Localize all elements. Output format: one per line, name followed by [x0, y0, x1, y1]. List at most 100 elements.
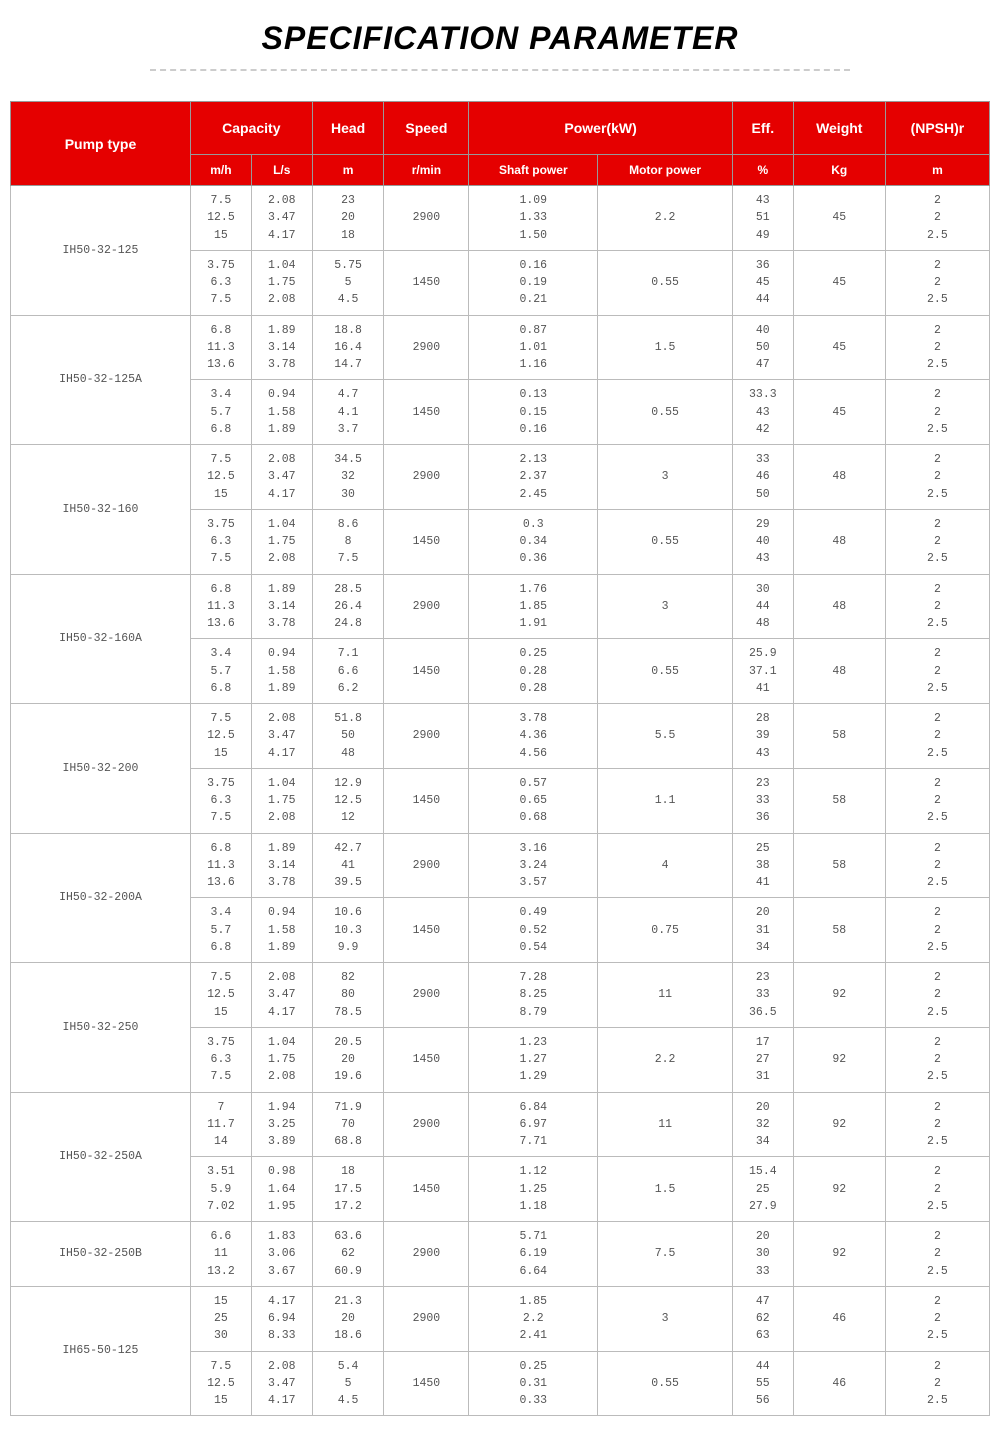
cell-motor-power: 1.5: [598, 1157, 733, 1222]
table-row: IH50-32-250B6.6 11 13.21.83 3.06 3.6763.…: [11, 1222, 990, 1287]
cell-speed: 2900: [384, 445, 469, 510]
col-speed: Speed: [384, 102, 469, 155]
cell-shaft-power: 5.71 6.19 6.64: [469, 1222, 598, 1287]
cell-eff: 20 30 33: [732, 1222, 793, 1287]
cell-ls: 1.04 1.75 2.08: [251, 509, 312, 574]
cell-speed: 2900: [384, 574, 469, 639]
cell-eff: 43 51 49: [732, 186, 793, 251]
cell-speed: 1450: [384, 1027, 469, 1092]
cell-shaft-power: 0.25 0.31 0.33: [469, 1351, 598, 1416]
cell-mh: 6.6 11 13.2: [191, 1222, 252, 1287]
cell-ls: 0.94 1.58 1.89: [251, 898, 312, 963]
table-body: IH50-32-1257.5 12.5 152.08 3.47 4.1723 2…: [11, 186, 990, 1416]
cell-head: 63.6 62 60.9: [312, 1222, 384, 1287]
cell-mh: 3.4 5.7 6.8: [191, 380, 252, 445]
cell-head: 21.3 20 18.6: [312, 1286, 384, 1351]
cell-weight: 58: [793, 833, 885, 898]
cell-pump-type: IH50-32-250B: [11, 1222, 191, 1287]
cell-npshr: 2 2 2.5: [885, 250, 989, 315]
cell-weight: 92: [793, 1222, 885, 1287]
cell-speed: 2900: [384, 186, 469, 251]
cell-weight: 48: [793, 445, 885, 510]
cell-motor-power: 11: [598, 963, 733, 1028]
cell-pump-type: IH50-32-200: [11, 704, 191, 834]
cell-head: 5.4 5 4.5: [312, 1351, 384, 1416]
cell-mh: 7.5 12.5 15: [191, 704, 252, 769]
cell-eff: 15.4 25 27.9: [732, 1157, 793, 1222]
col-head: Head: [312, 102, 384, 155]
cell-eff: 33.3 43 42: [732, 380, 793, 445]
cell-motor-power: 1.5: [598, 315, 733, 380]
cell-ls: 1.89 3.14 3.78: [251, 574, 312, 639]
cell-shaft-power: 0.49 0.52 0.54: [469, 898, 598, 963]
cell-speed: 1450: [384, 250, 469, 315]
cell-ls: 1.89 3.14 3.78: [251, 833, 312, 898]
cell-mh: 7.5 12.5 15: [191, 963, 252, 1028]
cell-mh: 7 11.7 14: [191, 1092, 252, 1157]
cell-eff: 33 46 50: [732, 445, 793, 510]
cell-npshr: 2 2 2.5: [885, 833, 989, 898]
cell-head: 5.75 5 4.5: [312, 250, 384, 315]
cell-shaft-power: 0.13 0.15 0.16: [469, 380, 598, 445]
cell-npshr: 2 2 2.5: [885, 509, 989, 574]
cell-pump-type: IH50-32-160A: [11, 574, 191, 704]
cell-motor-power: 3: [598, 574, 733, 639]
cell-speed: 2900: [384, 1092, 469, 1157]
cell-mh: 3.51 5.9 7.02: [191, 1157, 252, 1222]
table-row: IH50-32-250A7 11.7 141.94 3.25 3.8971.9 …: [11, 1092, 990, 1157]
cell-npshr: 2 2 2.5: [885, 1351, 989, 1416]
cell-head: 18.8 16.4 14.7: [312, 315, 384, 380]
cell-eff: 40 50 47: [732, 315, 793, 380]
col-weight: Weight: [793, 102, 885, 155]
cell-speed: 2900: [384, 833, 469, 898]
cell-weight: 45: [793, 380, 885, 445]
col-capacity-ls: L/s: [251, 155, 312, 186]
cell-motor-power: 7.5: [598, 1222, 733, 1287]
cell-weight: 45: [793, 186, 885, 251]
cell-mh: 6.8 11.3 13.6: [191, 315, 252, 380]
cell-speed: 2900: [384, 963, 469, 1028]
cell-eff: 25.9 37.1 41: [732, 639, 793, 704]
cell-weight: 48: [793, 639, 885, 704]
cell-shaft-power: 1.12 1.25 1.18: [469, 1157, 598, 1222]
cell-motor-power: 0.55: [598, 639, 733, 704]
cell-eff: 30 44 48: [732, 574, 793, 639]
col-capacity: Capacity: [191, 102, 313, 155]
cell-motor-power: 0.75: [598, 898, 733, 963]
cell-ls: 2.08 3.47 4.17: [251, 445, 312, 510]
cell-head: 18 17.5 17.2: [312, 1157, 384, 1222]
cell-npshr: 2 2 2.5: [885, 639, 989, 704]
cell-head: 82 80 78.5: [312, 963, 384, 1028]
cell-npshr: 2 2 2.5: [885, 1222, 989, 1287]
cell-eff: 25 38 41: [732, 833, 793, 898]
cell-ls: 0.94 1.58 1.89: [251, 639, 312, 704]
col-capacity-mh: m/h: [191, 155, 252, 186]
cell-head: 34.5 32 30: [312, 445, 384, 510]
cell-speed: 1450: [384, 768, 469, 833]
cell-pump-type: IH65-50-125: [11, 1286, 191, 1416]
table-row: IH65-50-12515 25 304.17 6.94 8.3321.3 20…: [11, 1286, 990, 1351]
cell-shaft-power: 2.13 2.37 2.45: [469, 445, 598, 510]
cell-eff: 20 31 34: [732, 898, 793, 963]
cell-pump-type: IH50-32-160: [11, 445, 191, 575]
cell-head: 12.9 12.5 12: [312, 768, 384, 833]
table-row: IH50-32-125A6.8 11.3 13.61.89 3.14 3.781…: [11, 315, 990, 380]
cell-head: 28.5 26.4 24.8: [312, 574, 384, 639]
col-npshr-unit: m: [885, 155, 989, 186]
cell-ls: 2.08 3.47 4.17: [251, 186, 312, 251]
cell-eff: 23 33 36: [732, 768, 793, 833]
cell-npshr: 2 2 2.5: [885, 574, 989, 639]
cell-motor-power: 0.55: [598, 509, 733, 574]
title-divider: [150, 69, 850, 71]
cell-shaft-power: 1.76 1.85 1.91: [469, 574, 598, 639]
cell-ls: 0.98 1.64 1.95: [251, 1157, 312, 1222]
cell-motor-power: 3: [598, 445, 733, 510]
cell-weight: 48: [793, 574, 885, 639]
cell-weight: 58: [793, 768, 885, 833]
cell-weight: 92: [793, 1157, 885, 1222]
cell-motor-power: 0.55: [598, 1351, 733, 1416]
cell-motor-power: 2.2: [598, 1027, 733, 1092]
cell-motor-power: 11: [598, 1092, 733, 1157]
cell-weight: 46: [793, 1351, 885, 1416]
cell-npshr: 2 2 2.5: [885, 704, 989, 769]
